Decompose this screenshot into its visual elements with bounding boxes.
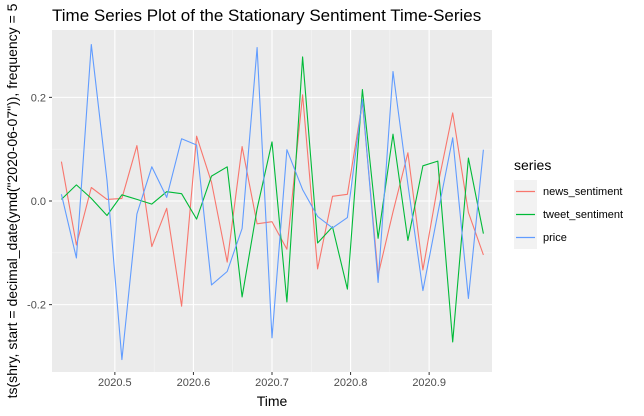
y-tick-label: 0.0 <box>31 196 46 208</box>
series-line-price <box>60 43 484 361</box>
legend-label-news-sentiment: news_sentiment <box>543 186 623 198</box>
x-axis-ticks: 2020.5 2020.6 2020.7 2020.8 2020.9 <box>98 372 446 389</box>
legend: series news_sentiment tweet_sentimentpric… <box>514 157 623 249</box>
x-tick-label: 2020.9 <box>412 377 446 389</box>
x-tick-label: 2020.6 <box>177 377 211 389</box>
series-line-tweet-sentiment <box>61 56 484 343</box>
y-axis-ticks: -0.2 0.0 0.2 <box>27 92 52 312</box>
x-tick-label: 2020.5 <box>98 377 132 389</box>
legend-title: series <box>514 157 551 173</box>
x-axis-title: Time <box>257 393 288 409</box>
y-axis-title: ts(shry, start = decimal_date(ymd("2020-… <box>4 3 20 398</box>
major-gridlines <box>52 30 492 372</box>
legend-label-price: price <box>543 232 567 244</box>
x-tick-label: 2020.7 <box>255 377 289 389</box>
y-tick-label: 0.2 <box>31 92 46 104</box>
y-tick-label: -0.2 <box>27 300 46 312</box>
x-tick-label: 2020.8 <box>334 377 368 389</box>
legend-label-tweet-sentiment: tweet_sentiment <box>543 209 623 221</box>
series-line-news-sentiment <box>60 94 484 307</box>
chart-title: Time Series Plot of the Stationary Senti… <box>52 6 481 25</box>
series-lines <box>60 43 484 361</box>
